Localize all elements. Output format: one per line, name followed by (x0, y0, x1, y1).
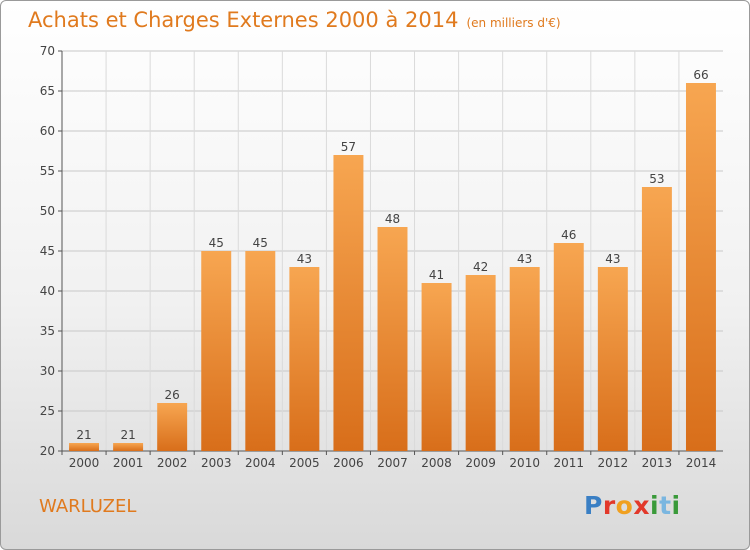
y-tick-label: 35 (40, 324, 55, 338)
bar-2009 (465, 275, 496, 451)
x-tick-label: 2014 (686, 456, 717, 470)
x-tick-label: 2007 (377, 456, 408, 470)
x-tick-label: 2001 (113, 456, 144, 470)
bar-2008 (421, 283, 452, 451)
bar-2005 (289, 267, 320, 451)
y-tick-label: 50 (40, 204, 55, 218)
x-tick-label: 2008 (421, 456, 452, 470)
x-tick-label: 2002 (157, 456, 188, 470)
data-label: 43 (605, 252, 620, 266)
bar-2001 (113, 443, 144, 451)
x-tick-label: 2012 (598, 456, 629, 470)
data-label: 21 (120, 428, 135, 442)
bar-2013 (641, 187, 672, 451)
chart-subtitle: (en milliers d'€) (466, 16, 561, 30)
title-text: Achats et Charges Externes 2000 à 2014 (28, 8, 459, 32)
x-tick-label: 2006 (333, 456, 364, 470)
bar-2004 (245, 251, 276, 451)
x-tick-label: 2009 (465, 456, 496, 470)
x-tick-label: 2011 (553, 456, 584, 470)
data-label: 41 (429, 268, 444, 282)
x-tick-label: 2000 (69, 456, 100, 470)
data-label: 42 (473, 260, 488, 274)
data-label: 45 (253, 236, 268, 250)
y-tick-label: 70 (40, 44, 55, 58)
bar-2014 (685, 83, 716, 451)
y-tick-label: 20 (40, 444, 55, 458)
y-tick-label: 40 (40, 284, 55, 298)
bar-2003 (201, 251, 232, 451)
x-tick-label: 2013 (642, 456, 673, 470)
data-label: 26 (165, 388, 180, 402)
data-label: 46 (561, 228, 576, 242)
data-label: 45 (209, 236, 224, 250)
x-tick-label: 2005 (289, 456, 320, 470)
bar-2002 (157, 403, 188, 451)
chart-title: Achats et Charges Externes 2000 à 2014 (e… (28, 8, 561, 32)
y-tick-label: 65 (40, 84, 55, 98)
bar-2011 (553, 243, 584, 451)
data-label: 43 (517, 252, 532, 266)
data-label: 66 (693, 68, 708, 82)
data-label: 48 (385, 212, 400, 226)
data-label: 57 (341, 140, 356, 154)
bar-2012 (597, 267, 628, 451)
bar-2010 (509, 267, 540, 451)
y-tick-label: 45 (40, 244, 55, 258)
y-tick-label: 30 (40, 364, 55, 378)
bars (69, 83, 716, 451)
bar-2000 (69, 443, 100, 451)
data-label: 53 (649, 172, 664, 186)
data-label: 21 (76, 428, 91, 442)
y-tick-label: 25 (40, 404, 55, 418)
proxiti-logo[interactable]: Proxiti (584, 491, 681, 520)
location-name: WARLUZEL (39, 496, 137, 517)
x-tick-label: 2004 (245, 456, 276, 470)
x-tick-label: 2003 (201, 456, 232, 470)
bar-2006 (333, 155, 364, 451)
y-tick-label: 60 (40, 124, 55, 138)
y-tick-label: 55 (40, 164, 55, 178)
data-labels: 21 21 26 45 45 43 57 48 41 42 43 46 43 53 66 (76, 68, 708, 442)
data-label: 43 (297, 252, 312, 266)
x-tick-label: 2010 (509, 456, 540, 470)
bar-2007 (377, 227, 408, 451)
